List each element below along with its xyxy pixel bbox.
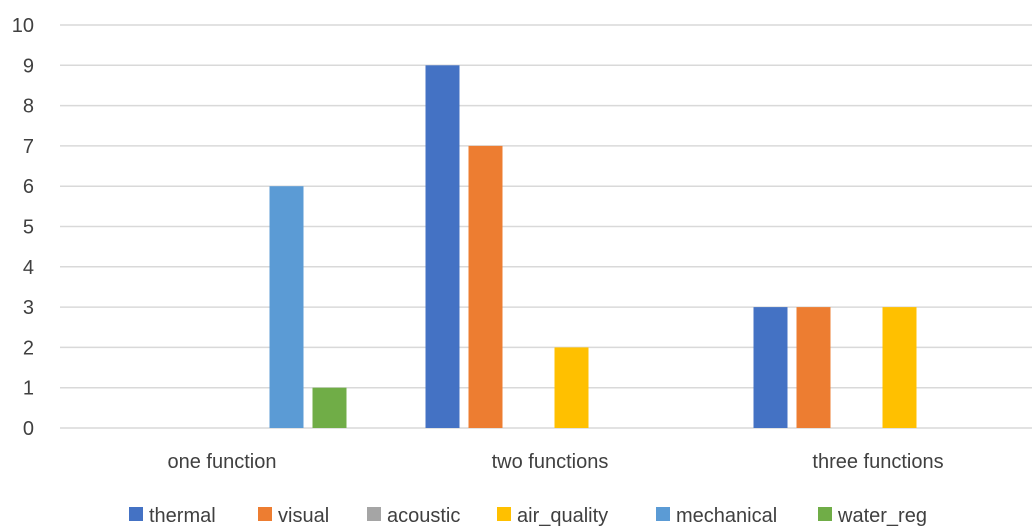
bar-thermal-two-functions (425, 65, 460, 429)
bar-visual-three-functions (796, 307, 831, 428)
bars (269, 65, 917, 429)
legend-label: mechanical (676, 505, 777, 527)
y-tick-label: 7 (23, 136, 34, 158)
legend-item-air_quality: air_quality (497, 505, 608, 527)
legend-label: acoustic (387, 505, 460, 527)
y-tick-label: 9 (23, 55, 34, 77)
y-tick-label: 2 (23, 337, 34, 359)
y-tick-label: 5 (23, 217, 34, 239)
y-tick-label: 3 (23, 297, 34, 319)
bar-water_reg-one-function (312, 387, 347, 428)
y-tick-label: 8 (23, 96, 34, 118)
legend-label: air_quality (517, 505, 608, 527)
y-tick-label: 0 (23, 418, 34, 440)
y-tick-label: 6 (23, 176, 34, 198)
legend-swatch (818, 507, 832, 521)
y-axis-tick-labels: 0 1 2 3 4 5 6 7 8 9 10 (12, 15, 34, 440)
legend-item-acoustic: acoustic (367, 505, 460, 527)
gridlines (60, 24, 1032, 429)
bar-air_quality-two-functions (554, 347, 589, 428)
legend-label: water_reg (837, 505, 927, 527)
bar-mechanical-one-function (269, 186, 304, 428)
legend-swatch (129, 507, 143, 521)
bar-air_quality-three-functions (882, 307, 917, 428)
legend-item-water_reg: water_reg (818, 505, 927, 527)
y-tick-label: 4 (23, 257, 34, 279)
bar-visual-two-functions (468, 145, 503, 428)
legend-swatch (367, 507, 381, 521)
legend-label: visual (278, 505, 329, 527)
legend-item-thermal: thermal (129, 505, 216, 527)
legend-swatch (656, 507, 670, 521)
bar-thermal-three-functions (753, 307, 788, 428)
legend-swatch (497, 507, 511, 521)
legend: thermal visual acoustic air_quality mechanic… (129, 505, 927, 527)
category-label: two functions (492, 451, 609, 473)
legend-label: thermal (149, 505, 216, 527)
y-tick-label: 10 (12, 15, 34, 37)
legend-item-mechanical: mechanical (656, 505, 777, 527)
category-label: one function (168, 451, 277, 473)
y-tick-label: 1 (23, 378, 34, 400)
x-axis-category-labels: one function two functions three functions (168, 451, 944, 473)
category-label: three functions (812, 451, 943, 473)
legend-item-visual: visual (258, 505, 329, 527)
legend-swatch (258, 507, 272, 521)
